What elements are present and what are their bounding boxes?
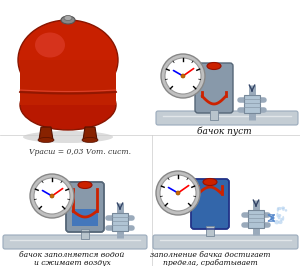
Bar xyxy=(81,229,89,239)
FancyBboxPatch shape xyxy=(153,235,298,249)
Ellipse shape xyxy=(160,175,196,211)
Ellipse shape xyxy=(61,16,75,24)
Ellipse shape xyxy=(207,63,221,69)
Bar xyxy=(72,209,98,226)
Ellipse shape xyxy=(165,58,201,94)
Ellipse shape xyxy=(20,80,116,130)
Text: Vрасш = 0,03 Vот. сист.: Vрасш = 0,03 Vот. сист. xyxy=(29,148,131,156)
Ellipse shape xyxy=(282,208,285,211)
Ellipse shape xyxy=(203,178,217,185)
Polygon shape xyxy=(83,127,97,140)
Ellipse shape xyxy=(277,207,279,212)
Bar xyxy=(210,110,218,120)
FancyBboxPatch shape xyxy=(3,235,147,249)
Ellipse shape xyxy=(156,171,200,215)
Text: бачок заполняется водой: бачок заполняется водой xyxy=(20,251,124,259)
Ellipse shape xyxy=(278,214,281,217)
Ellipse shape xyxy=(274,220,279,225)
FancyBboxPatch shape xyxy=(191,179,229,229)
Ellipse shape xyxy=(50,194,54,198)
Ellipse shape xyxy=(161,54,205,98)
Ellipse shape xyxy=(18,20,118,100)
Text: заполнение бачка достигает: заполнение бачка достигает xyxy=(150,251,270,259)
Ellipse shape xyxy=(278,207,282,210)
Text: предела, срабатывает: предела, срабатывает xyxy=(163,259,257,266)
Bar xyxy=(248,210,264,228)
FancyBboxPatch shape xyxy=(156,111,298,125)
Ellipse shape xyxy=(82,138,98,143)
Ellipse shape xyxy=(281,206,285,209)
Ellipse shape xyxy=(278,220,283,224)
Ellipse shape xyxy=(34,178,70,214)
Ellipse shape xyxy=(181,74,185,78)
Text: и сжимает воздух: и сжимает воздух xyxy=(34,259,110,266)
Ellipse shape xyxy=(23,131,113,143)
Ellipse shape xyxy=(176,191,180,195)
Ellipse shape xyxy=(285,209,287,212)
Bar xyxy=(20,60,116,105)
Ellipse shape xyxy=(278,216,280,219)
Ellipse shape xyxy=(78,181,92,189)
Bar xyxy=(244,95,260,113)
Text: бачок пуст: бачок пуст xyxy=(197,127,251,136)
FancyBboxPatch shape xyxy=(66,182,104,232)
Bar xyxy=(206,226,214,236)
Ellipse shape xyxy=(38,138,54,143)
Polygon shape xyxy=(39,127,53,140)
Ellipse shape xyxy=(280,218,283,221)
Ellipse shape xyxy=(30,174,74,218)
Bar xyxy=(112,213,128,231)
Ellipse shape xyxy=(276,213,278,217)
Ellipse shape xyxy=(64,15,72,20)
FancyBboxPatch shape xyxy=(195,63,233,113)
Ellipse shape xyxy=(282,216,284,221)
Ellipse shape xyxy=(35,32,65,57)
